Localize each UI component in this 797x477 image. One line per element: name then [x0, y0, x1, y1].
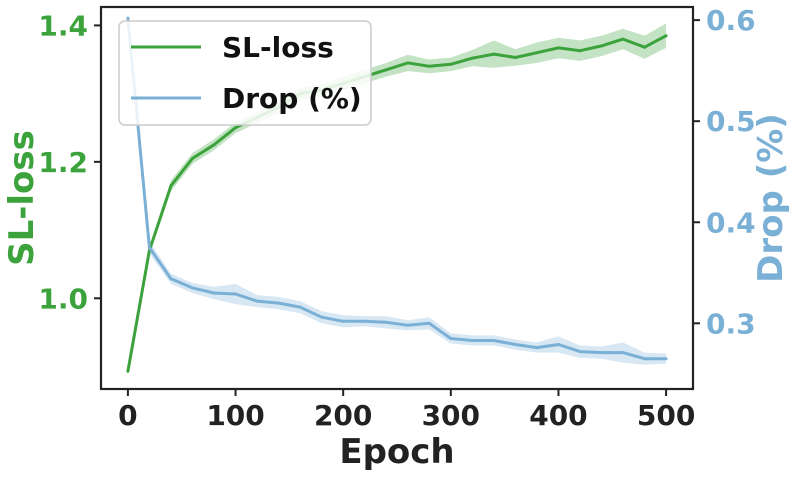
point-sl-loss-320 — [470, 56, 474, 60]
point-sl-loss-260 — [406, 61, 410, 65]
point-sl-loss-500 — [664, 34, 668, 38]
series-line-sl-loss — [126, 34, 667, 372]
right-y-tick-label: 0.4 — [706, 206, 756, 239]
x-tick-label: 0 — [118, 399, 137, 432]
point-drop-380 — [535, 346, 539, 350]
left-y-tick-label: 1.2 — [38, 146, 88, 179]
point-sl-loss-100 — [234, 126, 237, 130]
point-drop-460 — [621, 351, 625, 355]
point-drop-320 — [470, 339, 474, 342]
point-drop-220 — [363, 319, 367, 323]
right-y-tick-label: 0.6 — [706, 4, 756, 37]
point-drop-280 — [427, 321, 431, 325]
point-drop-260 — [406, 323, 410, 327]
right-y-tick-label: 0.5 — [706, 105, 756, 138]
point-drop-420 — [578, 350, 582, 354]
left-y-tick-label: 1.0 — [38, 282, 88, 315]
point-drop-500 — [664, 357, 668, 361]
point-sl-loss-280 — [427, 64, 431, 68]
legend-label-drop: Drop (%) — [222, 82, 362, 115]
point-sl-loss-360 — [513, 56, 517, 59]
point-drop-240 — [384, 320, 388, 324]
point-drop-140 — [277, 301, 281, 305]
point-sl-loss-420 — [578, 49, 582, 53]
point-drop-340 — [492, 339, 496, 342]
legend-label-sl-loss: SL-loss — [222, 31, 334, 64]
series-line-drop — [126, 17, 667, 361]
point-drop-60 — [191, 286, 194, 290]
x-tick-label: 100 — [206, 399, 264, 432]
point-sl-loss-240 — [384, 68, 388, 72]
point-drop-100 — [234, 292, 237, 296]
point-sl-loss-0 — [126, 369, 130, 373]
left-y-axis-ticks: 1.0 1.2 1.4 — [38, 9, 101, 315]
point-sl-loss-300 — [449, 62, 453, 66]
point-drop-20 — [147, 246, 151, 249]
point-sl-loss-80 — [212, 143, 216, 147]
plot-frame — [99, 5, 695, 391]
x-tick-label: 500 — [637, 399, 695, 432]
point-drop-180 — [320, 315, 324, 319]
right-y-axis-label: Drop (%) — [751, 113, 791, 283]
legend: SL-loss Drop (%) — [118, 20, 372, 126]
point-sl-loss-440 — [600, 44, 603, 48]
point-sl-loss-460 — [621, 37, 625, 41]
point-sl-loss-400 — [557, 46, 560, 50]
point-sl-loss-340 — [492, 52, 496, 56]
point-sl-loss-60 — [191, 156, 194, 160]
point-drop-440 — [600, 351, 603, 355]
left-y-axis-label: SL-loss — [2, 130, 42, 266]
x-tick-label: 400 — [529, 399, 587, 432]
x-tick-label: 300 — [422, 399, 480, 432]
point-drop-480 — [643, 357, 647, 361]
left-y-tick-label: 1.4 — [38, 9, 88, 42]
point-drop-400 — [557, 343, 560, 346]
point-drop-300 — [449, 337, 453, 340]
right-y-tick-label: 0.3 — [706, 307, 756, 340]
point-sl-loss-380 — [535, 51, 539, 55]
x-tick-label: 200 — [314, 399, 372, 432]
x-axis-label: Epoch — [339, 432, 454, 472]
point-sl-loss-40 — [169, 184, 173, 188]
point-drop-200 — [341, 319, 345, 323]
point-drop-360 — [513, 343, 517, 346]
point-sl-loss-480 — [643, 45, 647, 49]
point-drop-160 — [298, 305, 302, 309]
point-drop-40 — [169, 277, 173, 281]
point-drop-80 — [212, 291, 216, 295]
x-axis-ticks: 0 100 200 300 400 500 — [118, 389, 695, 432]
point-drop-120 — [255, 299, 259, 303]
right-y-axis-ticks: 0.3 0.4 0.5 0.6 — [693, 4, 756, 340]
point-drop-0 — [126, 16, 130, 20]
